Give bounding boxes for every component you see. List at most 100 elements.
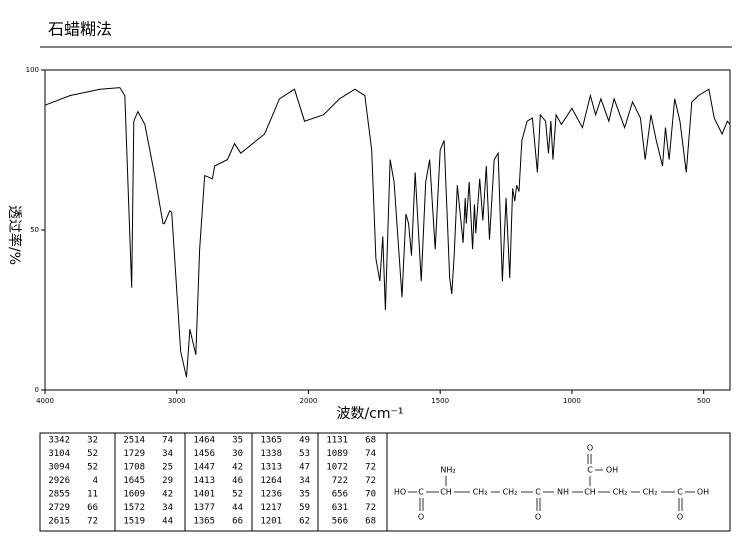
x-tick-label: 4000 (36, 397, 54, 405)
peak-transmittance: 53 (299, 449, 310, 459)
y-tick-label: 100 (26, 66, 39, 74)
peak-transmittance: 35 (232, 436, 243, 446)
y-tick-label: 50 (30, 226, 39, 234)
peak-wavenumber: 1377 (193, 503, 215, 513)
peak-wavenumber: 1338 (260, 449, 282, 459)
peak-transmittance: 72 (365, 476, 376, 486)
structure-atom: O (677, 513, 683, 522)
peak-transmittance: 66 (232, 517, 243, 527)
peak-wavenumber: 1131 (326, 436, 348, 446)
peak-wavenumber: 1413 (193, 476, 215, 486)
structure-atom: CH (584, 488, 596, 497)
peak-wavenumber: 3104 (48, 449, 70, 459)
spectrum-line (44, 87, 731, 378)
peak-transmittance: 4 (93, 476, 98, 486)
peak-transmittance: 72 (365, 503, 376, 513)
structure-atom: NH₂ (440, 466, 455, 475)
structure-atom: OH (606, 466, 618, 475)
peak-wavenumber: 1729 (123, 449, 145, 459)
structure-atom: CH (440, 488, 452, 497)
peak-wavenumber: 3094 (48, 463, 70, 473)
structure-atom: CH₂ (643, 488, 658, 497)
peak-transmittance: 66 (87, 503, 98, 513)
peak-transmittance: 59 (299, 503, 310, 513)
chart-title: 石蜡糊法 (48, 20, 112, 39)
peak-transmittance: 25 (162, 463, 173, 473)
peak-wavenumber: 1572 (123, 503, 145, 513)
peak-transmittance: 42 (232, 463, 243, 473)
peak-wavenumber: 1089 (326, 449, 348, 459)
peak-wavenumber: 1217 (260, 503, 282, 513)
table-frame (39, 432, 731, 532)
peak-transmittance: 35 (299, 490, 310, 500)
peak-wavenumber: 3342 (48, 436, 70, 446)
peak-wavenumber: 1708 (123, 463, 145, 473)
bonds (408, 454, 695, 511)
x-axis-label: 波数/cm⁻¹ (336, 406, 403, 422)
structure-atom: O (418, 513, 424, 522)
peak-wavenumber: 2729 (48, 503, 70, 513)
peak-wavenumber: 566 (332, 517, 348, 527)
peak-wavenumber: 1645 (123, 476, 145, 486)
structure-atom: CH₂ (473, 488, 488, 497)
peak-wavenumber: 1464 (193, 436, 215, 446)
peak-wavenumber: 631 (332, 503, 348, 513)
peak-wavenumber: 1365 (260, 436, 282, 446)
table-dividers (114, 433, 388, 531)
peak-wavenumber: 1401 (193, 490, 215, 500)
x-tick-label: 1500 (431, 397, 449, 405)
peak-transmittance: 32 (87, 436, 98, 446)
structure-atom: C (677, 488, 683, 497)
structure-atom: C (535, 488, 541, 497)
peak-transmittance: 68 (365, 517, 376, 527)
peak-transmittance: 62 (299, 517, 310, 527)
peak-transmittance: 44 (232, 503, 243, 513)
x-tick-label: 2000 (300, 397, 318, 405)
peak-wavenumber: 656 (332, 490, 348, 500)
peak-transmittance: 44 (162, 517, 173, 527)
x-tick-label: 1000 (563, 397, 581, 405)
structure-atom: CH₂ (613, 488, 628, 497)
peak-transmittance: 70 (365, 490, 376, 500)
peak-wavenumber: 1456 (193, 449, 215, 459)
peak-transmittance: 34 (162, 503, 173, 513)
y-tick-label: 0 (35, 386, 39, 394)
peak-transmittance: 52 (232, 490, 243, 500)
x-tick-label: 3000 (168, 397, 186, 405)
peak-wavenumber: 2615 (48, 517, 70, 527)
structure-atom: HO (394, 488, 406, 497)
peak-transmittance: 42 (162, 490, 173, 500)
peak-wavenumber: 2514 (123, 436, 145, 446)
peak-transmittance: 52 (87, 449, 98, 459)
peak-wavenumber: 1313 (260, 463, 282, 473)
peak-wavenumber: 1519 (123, 517, 145, 527)
structure-atom: CH₂ (503, 488, 518, 497)
peak-wavenumber: 2855 (48, 490, 70, 500)
peak-transmittance: 47 (299, 463, 310, 473)
peak-transmittance: 29 (162, 476, 173, 486)
peak-transmittance: 34 (299, 476, 310, 486)
peak-wavenumber: 2926 (48, 476, 70, 486)
structure-atom: O (535, 513, 541, 522)
x-tick-label: 500 (697, 397, 710, 405)
peak-wavenumber: 722 (332, 476, 348, 486)
peak-wavenumber: 1201 (260, 517, 282, 527)
structure-atom: C (587, 466, 593, 475)
peak-wavenumber: 1072 (326, 463, 348, 473)
peak-transmittance: 72 (87, 517, 98, 527)
peak-transmittance: 74 (365, 449, 376, 459)
peak-transmittance: 34 (162, 449, 173, 459)
peak-transmittance: 74 (162, 436, 173, 446)
peak-wavenumber: 1264 (260, 476, 282, 486)
peak-transmittance: 49 (299, 436, 310, 446)
peak-wavenumber: 1236 (260, 490, 282, 500)
peak-wavenumber: 1609 (123, 490, 145, 500)
peak-transmittance: 52 (87, 463, 98, 473)
peak-transmittance: 68 (365, 436, 376, 446)
peak-transmittance: 46 (232, 476, 243, 486)
peak-transmittance: 11 (87, 490, 98, 500)
peak-transmittance: 30 (232, 449, 243, 459)
structure-atom: C (418, 488, 424, 497)
peak-wavenumber: 1365 (193, 517, 215, 527)
